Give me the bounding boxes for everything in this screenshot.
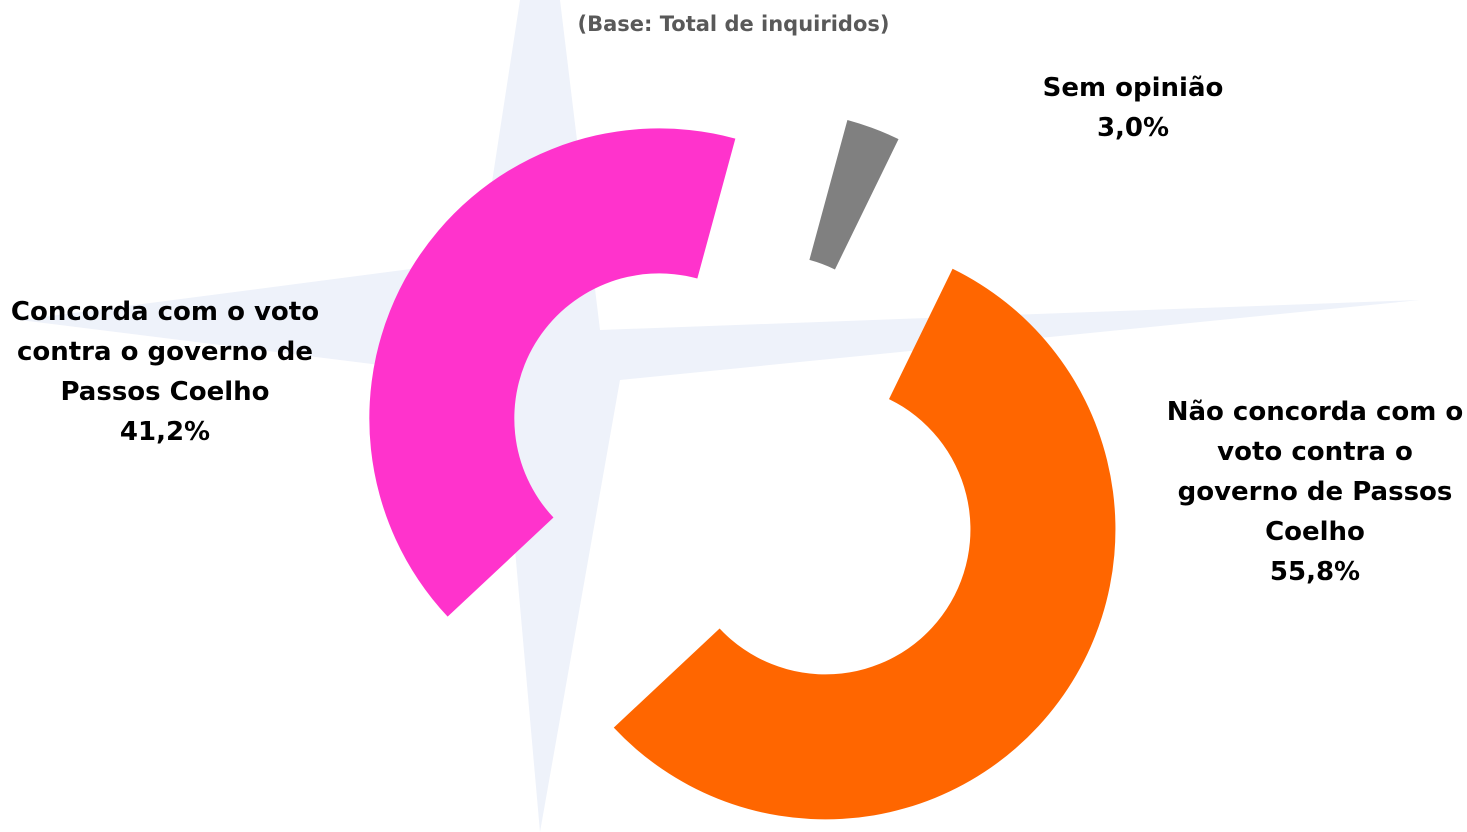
category-label: Sem opinião [1042,73,1224,103]
label-group: Sem opinião 3,0% [978,68,1288,148]
label-group: Concorda com o voto contra o governo de … [10,292,320,452]
slices [369,119,1116,820]
value-label: 41,2% [119,417,211,447]
label-group: Não concorda com o voto contra o governo… [1160,392,1467,592]
donut-slice [613,268,1116,820]
category-label: Não concorda com o voto contra o governo… [1166,397,1464,547]
subtitle: (Base: Total de inquiridos) [577,12,890,36]
donut-slice [809,119,899,270]
value-label: 55,8% [1269,557,1361,587]
donut-slice [369,128,736,617]
value-label: 3,0% [1096,113,1170,143]
category-label: Concorda com o voto contra o governo de … [10,297,320,407]
